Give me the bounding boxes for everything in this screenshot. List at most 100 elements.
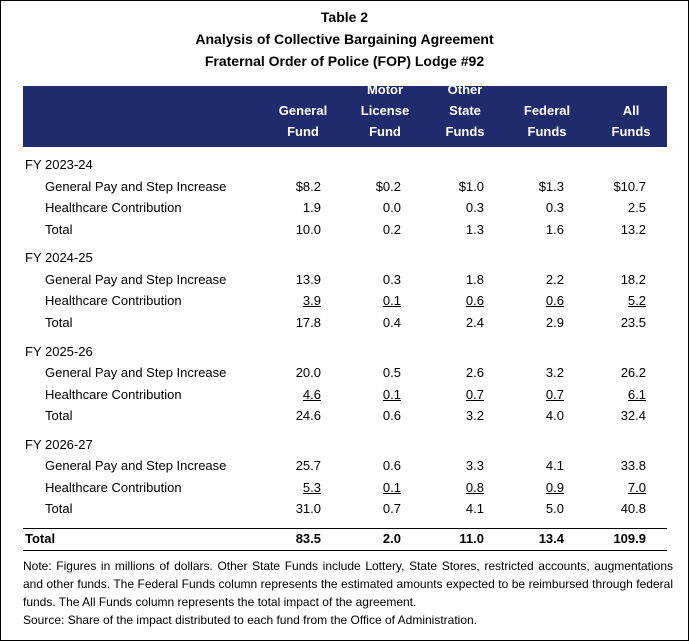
- cell: 7.0: [627, 479, 646, 495]
- note: Note: Figures in millions of dollars. Ot…: [23, 559, 673, 609]
- column-header: General: [278, 103, 328, 118]
- title: Analysis of Collective Bargaining Agreem…: [195, 31, 494, 47]
- column-header: Funds: [527, 124, 567, 139]
- total-cell: 11.0: [459, 531, 484, 546]
- section-label: FY 2026-27: [25, 436, 93, 452]
- cell: 0.5: [382, 365, 401, 381]
- cell: 0.1: [382, 293, 401, 309]
- cell: 32.4: [620, 408, 646, 424]
- cell: 23.5: [620, 314, 646, 330]
- column-header: Fund: [369, 124, 401, 139]
- section-label: FY 2025-26: [25, 343, 93, 359]
- column-header: Funds: [611, 124, 651, 139]
- cell: 0.6: [382, 408, 401, 424]
- cell: 0.7: [545, 386, 564, 402]
- cell: 0.0: [382, 200, 401, 215]
- row-label: General Pay and Step Increase: [45, 271, 227, 287]
- cell: 2.2: [545, 271, 564, 287]
- cell: 2.9: [545, 314, 564, 330]
- column-header: Funds: [445, 124, 485, 139]
- cell: 0.3: [545, 200, 564, 215]
- column-header: License: [360, 103, 410, 118]
- column-header: State: [449, 103, 481, 118]
- cell: 4.0: [545, 408, 564, 424]
- total-cell: 109.9: [613, 531, 646, 546]
- cell: 3.3: [465, 458, 484, 474]
- note: Source: Share of the impact distributed …: [23, 613, 478, 627]
- column-header: Federal: [523, 103, 571, 118]
- column-header: Motor: [366, 82, 404, 97]
- row-label: Healthcare Contribution: [45, 479, 182, 495]
- cell: 1.6: [545, 221, 564, 237]
- header-band: [23, 86, 667, 147]
- cell: $8.2: [295, 178, 321, 194]
- cell: 18.2: [620, 271, 646, 287]
- row-label: Total: [45, 501, 73, 517]
- cell: 0.2: [382, 221, 401, 237]
- section-label: FY 2024-25: [25, 250, 93, 266]
- cell: 0.6: [465, 293, 484, 309]
- title: Table 2: [320, 9, 369, 25]
- cell: 5.0: [545, 501, 564, 517]
- notes: Note: Figures in millions of dollars. Ot…: [23, 557, 673, 629]
- cell: 0.6: [382, 458, 401, 474]
- cell: 4.6: [302, 386, 321, 402]
- cell: 31.0: [295, 501, 321, 517]
- cell: 24.6: [295, 408, 321, 424]
- row-label: General Pay and Step Increase: [45, 178, 227, 194]
- cell: 13.9: [295, 271, 321, 287]
- cell: 4.1: [545, 458, 564, 474]
- total-cell: 13.4: [538, 531, 564, 546]
- cell: 5.2: [627, 293, 646, 309]
- rule: [23, 550, 667, 551]
- cell: $1.3: [538, 178, 564, 194]
- cell: 0.6: [545, 293, 564, 309]
- cell: 3.9: [302, 293, 321, 309]
- title: Fraternal Order of Police (FOP) Lodge #9…: [204, 53, 485, 69]
- cell: 13.2: [620, 221, 646, 237]
- total-label: Total: [25, 531, 56, 546]
- row-label: General Pay and Step Increase: [45, 365, 227, 381]
- row-label: General Pay and Step Increase: [45, 458, 227, 474]
- cell: 40.8: [620, 501, 646, 517]
- cell: 20.0: [295, 365, 321, 381]
- cell: $0.2: [375, 178, 401, 194]
- total-cell: 2.0: [382, 531, 401, 546]
- cell: 1.9: [302, 200, 321, 215]
- cell: 4.1: [465, 501, 484, 517]
- cell: 6.1: [627, 386, 646, 402]
- cell: 2.4: [465, 314, 484, 330]
- cell: 0.7: [382, 501, 401, 517]
- column-header: All: [622, 103, 640, 118]
- row-label: Total: [45, 408, 73, 424]
- cell: 3.2: [465, 408, 484, 424]
- row-label: Total: [45, 314, 73, 330]
- column-header: Other: [447, 82, 483, 97]
- section-label: FY 2023-24: [25, 157, 93, 172]
- cell: 1.3: [465, 221, 484, 237]
- row-label: Healthcare Contribution: [45, 293, 182, 309]
- cell: $10.7: [613, 178, 646, 194]
- cell: 0.7: [465, 386, 484, 402]
- cell: 0.8: [465, 479, 484, 495]
- cell: 33.8: [620, 458, 646, 474]
- cell: 0.3: [465, 200, 484, 215]
- cell: 0.1: [382, 479, 401, 495]
- cell: 0.3: [382, 271, 401, 287]
- cell: 0.1: [382, 386, 401, 402]
- column-header: Fund: [287, 124, 319, 139]
- cell: 25.7: [295, 458, 321, 474]
- cell: 2.5: [627, 200, 646, 215]
- cell: 10.0: [295, 221, 321, 237]
- cell: 5.3: [302, 479, 321, 495]
- cell: 0.9: [545, 479, 564, 495]
- cell: $1.0: [458, 178, 484, 194]
- row-label: Total: [45, 221, 73, 237]
- total-cell: 83.5: [295, 531, 321, 546]
- row-label: Healthcare Contribution: [45, 200, 182, 215]
- row-label: Healthcare Contribution: [45, 386, 182, 402]
- rule: [23, 528, 667, 529]
- cell: 0.4: [382, 314, 401, 330]
- cell: 3.2: [545, 365, 564, 381]
